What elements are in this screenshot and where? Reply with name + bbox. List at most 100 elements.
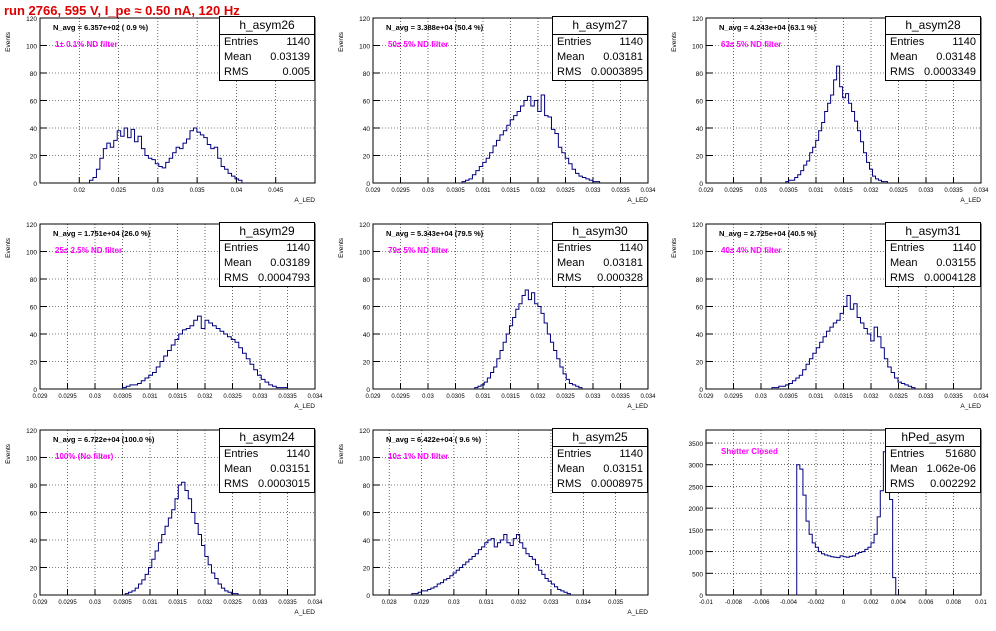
x-tick-label: 0.03 bbox=[89, 600, 101, 606]
x-tick-label: 0.034 bbox=[307, 394, 323, 400]
y-tick-label: 80 bbox=[30, 71, 38, 78]
y-tick-label: 0 bbox=[366, 387, 370, 394]
y-tick-label: 120 bbox=[26, 222, 37, 229]
stats-value: 0.0003015 bbox=[258, 478, 310, 490]
stats-row-entries: Entries 1140 bbox=[886, 241, 980, 256]
x-tick-label: 0.032 bbox=[530, 188, 546, 194]
x-axis-label: A_LED bbox=[960, 197, 981, 204]
y-tick-label: 0 bbox=[366, 593, 370, 600]
y-tick-label: 120 bbox=[359, 222, 370, 229]
y-tick-label: 100 bbox=[692, 44, 703, 51]
canvas-title: run 2766, 595 V, I_pe ≈ 0.50 nA, 120 Hz bbox=[4, 3, 240, 18]
histogram-panel-h_asym30: 0 20 40 60 80 100 120 0.029 0.0295 0.03 0.0305 0.03… bbox=[333, 220, 665, 425]
y-tick-label: 60 bbox=[30, 305, 38, 312]
x-tick-label: 0.03 bbox=[448, 600, 460, 606]
stats-box: h_asym24 Entries 1140 Mean 0.03151 RMS 0.00030… bbox=[219, 428, 315, 493]
y-tick-label: 60 bbox=[30, 511, 38, 518]
y-tick-label: 20 bbox=[696, 154, 704, 161]
stats-row-mean: Mean 0.03139 bbox=[220, 50, 314, 65]
x-axis-label: A_LED bbox=[627, 197, 648, 204]
y-tick-label: 40 bbox=[696, 126, 704, 133]
stats-title: h_asym26 bbox=[220, 17, 314, 35]
filter-label: 79± 5% ND filter bbox=[388, 246, 448, 255]
y-tick-label: 100 bbox=[692, 250, 703, 257]
y-tick-label: 80 bbox=[30, 483, 38, 490]
y-tick-label: 3000 bbox=[689, 463, 704, 470]
x-tick-label: 0.031 bbox=[475, 188, 491, 194]
x-tick-label: -0.008 bbox=[725, 600, 743, 606]
y-tick-label: 3500 bbox=[689, 441, 704, 448]
x-tick-label: 0.0305 bbox=[779, 188, 798, 194]
x-tick-label: 0.0315 bbox=[168, 394, 187, 400]
stats-box: h_asym30 Entries 1140 Mean 0.03181 RMS 0.00032… bbox=[552, 222, 648, 287]
stats-key: Entries bbox=[557, 242, 592, 254]
stats-row-rms: RMS 0.005 bbox=[220, 65, 314, 80]
x-tick-label: 0.004 bbox=[891, 600, 907, 606]
x-tick-label: 0.0295 bbox=[58, 600, 77, 606]
y-tick-label: 1000 bbox=[689, 550, 704, 557]
y-axis-label: Events bbox=[338, 31, 345, 52]
histogram-panel-h_asym25: 0 20 40 60 80 100 120 0.028 0.029 0.03 0.031 0.032 0… bbox=[333, 426, 665, 631]
y-tick-label: 20 bbox=[30, 360, 38, 367]
y-tick-label: 0 bbox=[33, 181, 37, 188]
stats-row-entries: Entries 1140 bbox=[553, 447, 647, 462]
stats-row-rms: RMS 0.0003015 bbox=[220, 477, 314, 492]
x-tick-label: 0.03 bbox=[755, 394, 767, 400]
stats-box: h_asym31 Entries 1140 Mean 0.03155 RMS 0.00041… bbox=[885, 222, 981, 287]
x-tick-label: 0.0325 bbox=[556, 394, 575, 400]
x-tick-label: 0.034 bbox=[973, 188, 989, 194]
stats-key: Mean bbox=[890, 51, 918, 63]
x-tick-label: 0.0295 bbox=[391, 188, 410, 194]
x-tick-label: 0.0335 bbox=[611, 394, 630, 400]
histogram-panel-h_asym27: 0 20 40 60 80 100 120 0.029 0.0295 0.03 0.0305 0.03… bbox=[333, 14, 665, 219]
x-tick-label: 0.031 bbox=[479, 600, 495, 606]
x-tick-label: 0.035 bbox=[190, 188, 206, 194]
x-tick-label: 0.0305 bbox=[779, 394, 798, 400]
y-axis-label: Events bbox=[671, 237, 678, 258]
stats-value: 51680 bbox=[945, 448, 976, 460]
x-tick-label: 0.034 bbox=[576, 600, 592, 606]
x-axis-label: A_LED bbox=[294, 403, 315, 410]
y-tick-label: 60 bbox=[363, 305, 371, 312]
x-tick-label: 0.0325 bbox=[556, 188, 575, 194]
y-tick-label: 100 bbox=[26, 250, 37, 257]
stats-key: Mean bbox=[224, 257, 252, 269]
y-tick-label: 0 bbox=[699, 181, 703, 188]
y-axis-label: Events bbox=[338, 237, 345, 258]
stats-value: 1140 bbox=[619, 242, 643, 254]
stats-row-entries: Entries 1140 bbox=[553, 35, 647, 50]
x-tick-label: 0.01 bbox=[975, 600, 987, 606]
y-tick-label: 60 bbox=[363, 99, 371, 106]
x-tick-label: 0.031 bbox=[808, 188, 824, 194]
x-tick-label: 0.032 bbox=[863, 188, 879, 194]
x-tick-label: 0.0335 bbox=[944, 188, 963, 194]
histogram-line bbox=[796, 438, 897, 595]
stats-row-mean: Mean 0.03181 bbox=[553, 256, 647, 271]
n-avg-label: N_avg = 1.751e+04 (26.0 %) bbox=[53, 229, 151, 238]
y-tick-label: 500 bbox=[692, 571, 703, 578]
stats-key: Entries bbox=[890, 36, 925, 48]
stats-value: 0.0003349 bbox=[924, 66, 976, 78]
y-tick-label: 40 bbox=[30, 538, 38, 545]
y-tick-label: 0 bbox=[366, 181, 370, 188]
histogram-line bbox=[474, 289, 583, 389]
x-tick-label: 0.006 bbox=[918, 600, 934, 606]
stats-row-rms: RMS 0.0003349 bbox=[886, 65, 980, 80]
stats-key: Entries bbox=[557, 36, 592, 48]
y-tick-label: 2000 bbox=[689, 506, 704, 513]
histogram-line bbox=[124, 481, 239, 595]
stats-row-rms: RMS 0.0008975 bbox=[553, 477, 647, 492]
stats-row-entries: Entries 1140 bbox=[886, 35, 980, 50]
stats-value: 0.03151 bbox=[270, 463, 310, 475]
n-avg-label: N_avg = 6.357e+02 ( 0.9 %) bbox=[53, 23, 149, 32]
x-tick-label: 0.033 bbox=[585, 394, 601, 400]
stats-value: 0.005 bbox=[282, 66, 310, 78]
histogram-panel-h_asym24: 0 20 40 60 80 100 120 0.029 0.0295 0.03 0.0305 0.03… bbox=[0, 426, 332, 631]
stats-row-mean: Mean 0.03148 bbox=[886, 50, 980, 65]
x-tick-label: 0.029 bbox=[32, 600, 48, 606]
stats-value: 1140 bbox=[952, 242, 976, 254]
y-tick-label: 0 bbox=[33, 387, 37, 394]
n-avg-label: N_avg = 6.422e+04 ( 9.6 %) bbox=[386, 435, 482, 444]
stats-key: Entries bbox=[224, 242, 259, 254]
y-tick-label: 100 bbox=[359, 456, 370, 463]
